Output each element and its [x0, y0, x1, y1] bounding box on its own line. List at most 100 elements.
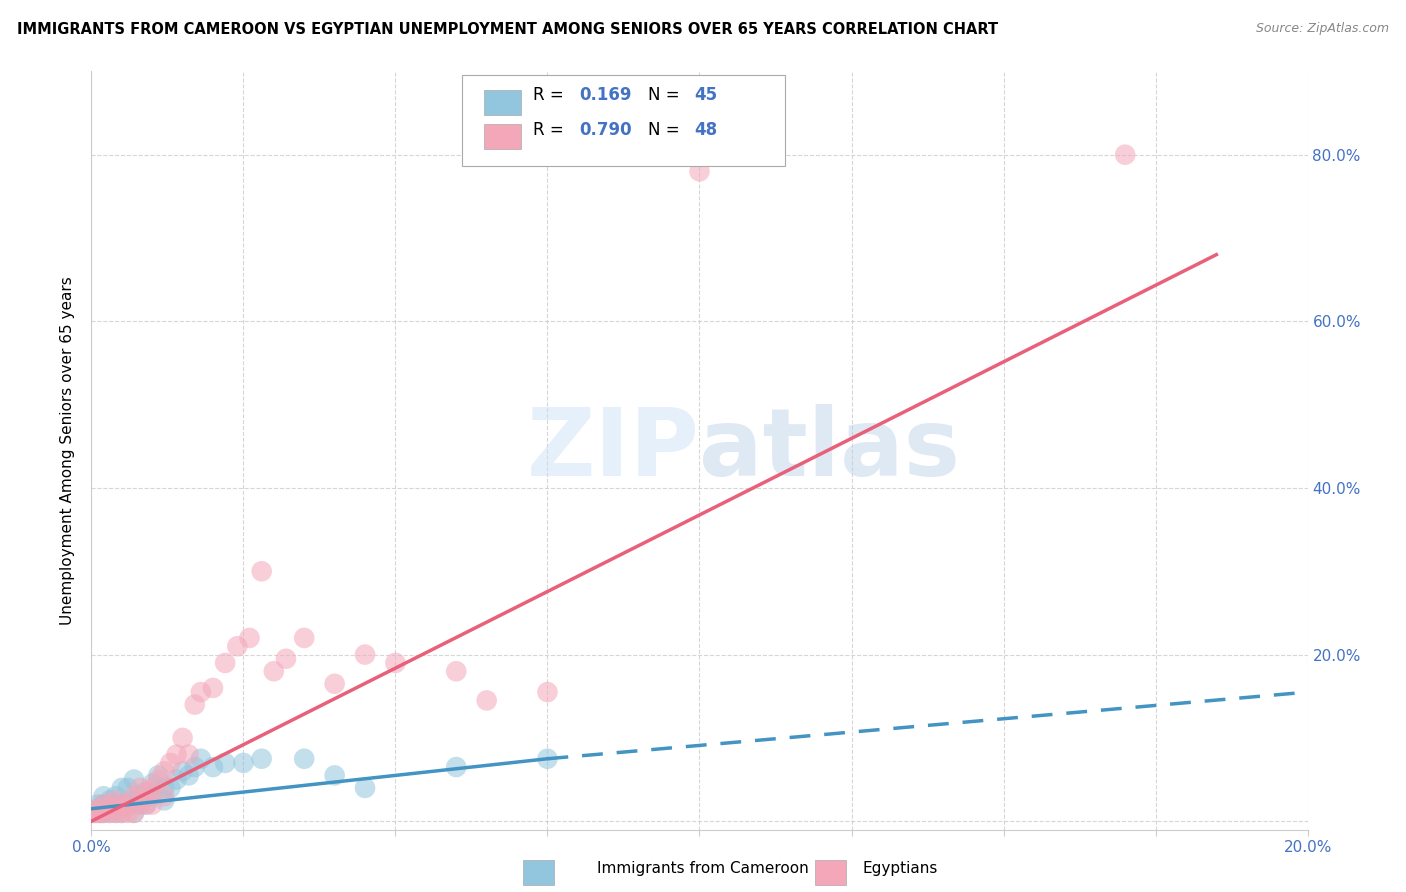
- Point: [122, 789, 145, 804]
- Text: IMMIGRANTS FROM CAMEROON VS EGYPTIAN UNEMPLOYMENT AMONG SENIORS OVER 65 YEARS CO: IMMIGRANTS FROM CAMEROON VS EGYPTIAN UNE…: [17, 22, 998, 37]
- Point: [250, 752, 273, 766]
- Point: [153, 780, 176, 795]
- Text: 0.790: 0.790: [579, 120, 631, 139]
- Point: [238, 631, 260, 645]
- Point: [292, 631, 315, 645]
- Point: [159, 780, 181, 795]
- Point: [117, 780, 139, 795]
- Point: [86, 802, 108, 816]
- Point: [129, 780, 152, 795]
- Point: [98, 802, 121, 816]
- Point: [104, 805, 127, 820]
- Point: [83, 805, 105, 820]
- Text: N =: N =: [648, 120, 685, 139]
- Point: [166, 772, 188, 787]
- Point: [86, 797, 108, 812]
- Point: [177, 768, 200, 782]
- Point: [148, 768, 170, 782]
- Point: [232, 756, 254, 770]
- Point: [226, 640, 249, 654]
- FancyBboxPatch shape: [523, 860, 554, 885]
- Point: [141, 777, 163, 791]
- Text: 45: 45: [695, 86, 717, 103]
- Point: [172, 731, 194, 745]
- Point: [98, 797, 121, 812]
- Point: [117, 805, 139, 820]
- Point: [159, 756, 181, 770]
- Point: [122, 805, 145, 820]
- Point: [83, 805, 105, 820]
- Point: [354, 780, 377, 795]
- Text: Egyptians: Egyptians: [862, 861, 938, 876]
- Point: [141, 797, 163, 812]
- Point: [384, 656, 406, 670]
- Text: N =: N =: [648, 86, 685, 103]
- Point: [86, 805, 108, 820]
- Text: Source: ZipAtlas.com: Source: ZipAtlas.com: [1256, 22, 1389, 36]
- Point: [129, 797, 152, 812]
- Point: [184, 698, 207, 712]
- Point: [93, 797, 115, 812]
- Point: [104, 793, 127, 807]
- Point: [202, 760, 225, 774]
- Point: [135, 797, 157, 812]
- Point: [263, 665, 285, 679]
- Point: [153, 789, 176, 804]
- Point: [111, 805, 134, 820]
- Point: [274, 652, 297, 666]
- Point: [104, 797, 127, 812]
- Text: R =: R =: [533, 120, 569, 139]
- Point: [141, 789, 163, 804]
- Point: [111, 797, 134, 812]
- Point: [444, 665, 467, 679]
- Point: [89, 805, 111, 820]
- Point: [93, 805, 115, 820]
- Text: 48: 48: [695, 120, 717, 139]
- Point: [323, 677, 346, 691]
- FancyBboxPatch shape: [484, 124, 520, 149]
- Point: [122, 805, 145, 820]
- Point: [135, 797, 157, 812]
- Point: [184, 760, 207, 774]
- FancyBboxPatch shape: [463, 75, 785, 166]
- Point: [117, 797, 139, 812]
- Point: [122, 772, 145, 787]
- Point: [292, 752, 315, 766]
- Point: [166, 747, 188, 762]
- Point: [688, 164, 710, 178]
- Point: [214, 656, 236, 670]
- Point: [129, 797, 152, 812]
- Point: [111, 805, 134, 820]
- Point: [104, 789, 127, 804]
- Text: Immigrants from Cameroon: Immigrants from Cameroon: [598, 861, 808, 876]
- Point: [536, 685, 558, 699]
- Point: [93, 789, 115, 804]
- Point: [89, 805, 111, 820]
- Point: [153, 764, 176, 779]
- Text: ZIP: ZIP: [527, 404, 699, 497]
- Y-axis label: Unemployment Among Seniors over 65 years: Unemployment Among Seniors over 65 years: [60, 277, 76, 624]
- Point: [98, 805, 121, 820]
- Point: [135, 785, 157, 799]
- Point: [86, 802, 108, 816]
- Point: [104, 805, 127, 820]
- Point: [1114, 147, 1136, 161]
- Point: [98, 793, 121, 807]
- Point: [141, 780, 163, 795]
- Point: [111, 780, 134, 795]
- Point: [172, 764, 194, 779]
- Point: [190, 752, 212, 766]
- Point: [354, 648, 377, 662]
- Point: [148, 772, 170, 787]
- Point: [98, 805, 121, 820]
- Point: [153, 793, 176, 807]
- Point: [214, 756, 236, 770]
- Point: [190, 685, 212, 699]
- Point: [93, 805, 115, 820]
- Point: [122, 793, 145, 807]
- Point: [250, 564, 273, 578]
- Point: [135, 785, 157, 799]
- Text: R =: R =: [533, 86, 569, 103]
- Point: [475, 693, 498, 707]
- Point: [444, 760, 467, 774]
